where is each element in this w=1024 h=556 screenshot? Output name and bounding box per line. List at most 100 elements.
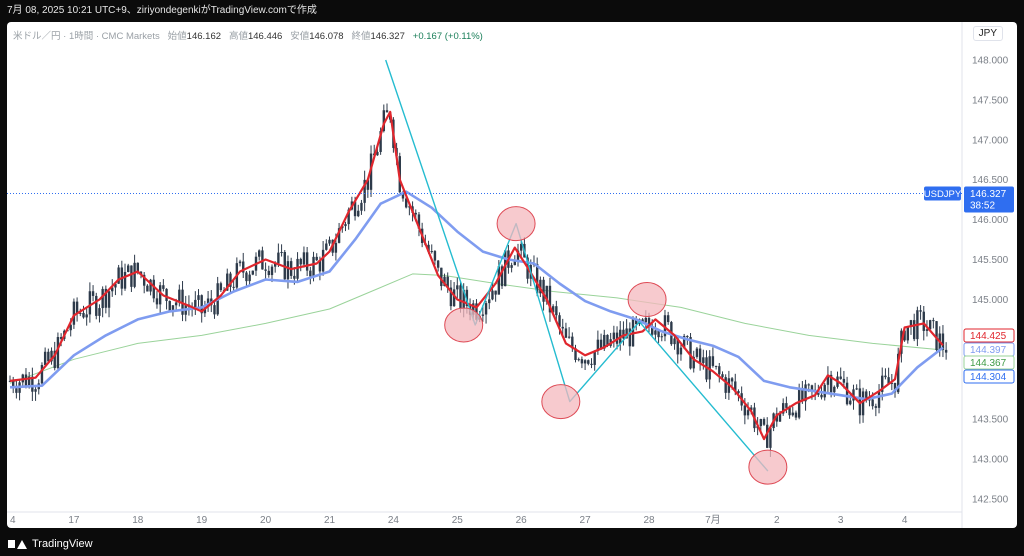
candle-body <box>107 291 111 308</box>
candle-body <box>567 336 571 338</box>
x-tick-label: 24 <box>388 515 400 526</box>
candle-body <box>24 374 28 387</box>
chart-panel[interactable]: 米ドル／円 · 1時間 · CMC Markets 始値146.162 高値14… <box>7 22 1017 528</box>
candle-body <box>599 339 603 349</box>
last-value-box <box>963 355 1015 370</box>
candle-body <box>267 270 270 276</box>
candle-body <box>101 288 104 309</box>
last-value-label: 144.367 <box>970 358 1007 369</box>
ohlc-legend: 米ドル／円 · 1時間 · CMC Markets 始値146.162 高値14… <box>13 28 483 42</box>
candle-body <box>893 382 897 393</box>
candle-body <box>801 387 804 402</box>
candle-body <box>551 306 555 313</box>
candle-body <box>382 110 386 132</box>
candle-body <box>657 330 660 338</box>
x-tick-label: 20 <box>260 515 272 526</box>
x-tick-label: 17 <box>68 515 80 526</box>
candle-body <box>577 359 580 361</box>
candle-body <box>781 403 785 414</box>
y-tick-label: 145.500 <box>972 255 1009 266</box>
highlight-circle <box>541 384 581 420</box>
currency-button[interactable]: JPY <box>972 26 1003 41</box>
close-value: 146.327 <box>370 31 405 42</box>
candle-body <box>922 311 925 331</box>
current-price-label: 146.327 <box>970 189 1007 200</box>
grid <box>7 22 963 528</box>
candle-body <box>676 338 679 355</box>
candle-body <box>433 251 437 261</box>
candle-body <box>548 285 552 313</box>
header-title: 7月 08, 2025 10:21 UTC+9、ziriyondegenkiがT… <box>7 5 317 16</box>
candle-body <box>641 319 644 323</box>
candle-body <box>219 283 223 291</box>
x-tick-label: 27 <box>580 515 592 526</box>
x-tick-label: 28 <box>643 515 655 526</box>
candle-body <box>53 350 56 369</box>
change-value: +0.167 (+0.11%) <box>412 31 483 42</box>
candle-body <box>158 285 162 305</box>
candle-body <box>302 252 306 265</box>
candles <box>8 103 948 457</box>
candle-body <box>465 289 469 307</box>
y-tick-label: 147.000 <box>972 135 1009 146</box>
candle-body <box>596 339 600 352</box>
candle-body <box>385 110 389 113</box>
price-chart[interactable]: 148.000 147.500 147.000 146.500 146.000 145.5… <box>7 22 1017 528</box>
candle-body <box>583 360 587 364</box>
candle-body <box>376 151 379 156</box>
candle-body <box>695 348 699 357</box>
candle-body <box>232 286 235 288</box>
y-tick-label: 147.500 <box>972 95 1009 106</box>
y-tick-label: 143.000 <box>972 455 1009 466</box>
candle-body <box>123 271 127 289</box>
candle-body <box>82 312 85 318</box>
candle-body <box>299 258 302 265</box>
candle-body <box>759 419 763 427</box>
candle-body <box>555 306 558 316</box>
candle-body <box>484 303 488 315</box>
candle-body <box>702 357 705 364</box>
candle-body <box>935 321 938 351</box>
candle-body <box>516 250 520 260</box>
candle-body <box>270 266 274 276</box>
y-tick-label: 148.000 <box>972 56 1009 67</box>
candle-body <box>344 224 347 227</box>
candle-body <box>711 356 715 366</box>
candle-body <box>868 399 871 401</box>
candle-body <box>494 290 497 295</box>
candle-body <box>130 265 133 287</box>
candle-body <box>571 336 574 349</box>
candle-body <box>842 378 846 383</box>
candle-body <box>663 315 667 337</box>
candle-body <box>510 265 513 268</box>
candle-body <box>679 347 683 355</box>
candle-body <box>750 407 753 411</box>
candle-body <box>692 356 695 369</box>
candle-body <box>545 285 548 302</box>
candle-body <box>321 249 325 272</box>
candle-body <box>682 336 686 348</box>
close-label: 終値 <box>351 31 371 42</box>
y-tick-label: 146.500 <box>972 175 1009 186</box>
candle-body <box>804 384 807 402</box>
candle-body <box>142 274 146 286</box>
candle-body <box>353 201 357 217</box>
highlight-circle <box>748 449 788 485</box>
candle-body <box>542 279 545 302</box>
x-tick-label: 4 <box>10 515 16 526</box>
candle-body <box>50 350 53 362</box>
candle-body <box>318 260 322 272</box>
candle-body <box>919 310 922 312</box>
candle-body <box>472 303 475 315</box>
candle-body <box>88 291 92 315</box>
low-label: 安値 <box>290 31 310 42</box>
candle-body <box>104 288 108 308</box>
candle-body <box>293 275 296 279</box>
countdown-label: 38:52 <box>970 201 995 212</box>
candle-body <box>168 301 171 311</box>
candle-body <box>436 260 440 268</box>
candle-body <box>743 405 747 416</box>
candle-body <box>475 303 478 320</box>
candle-body <box>245 272 248 282</box>
candle-body <box>932 320 935 322</box>
